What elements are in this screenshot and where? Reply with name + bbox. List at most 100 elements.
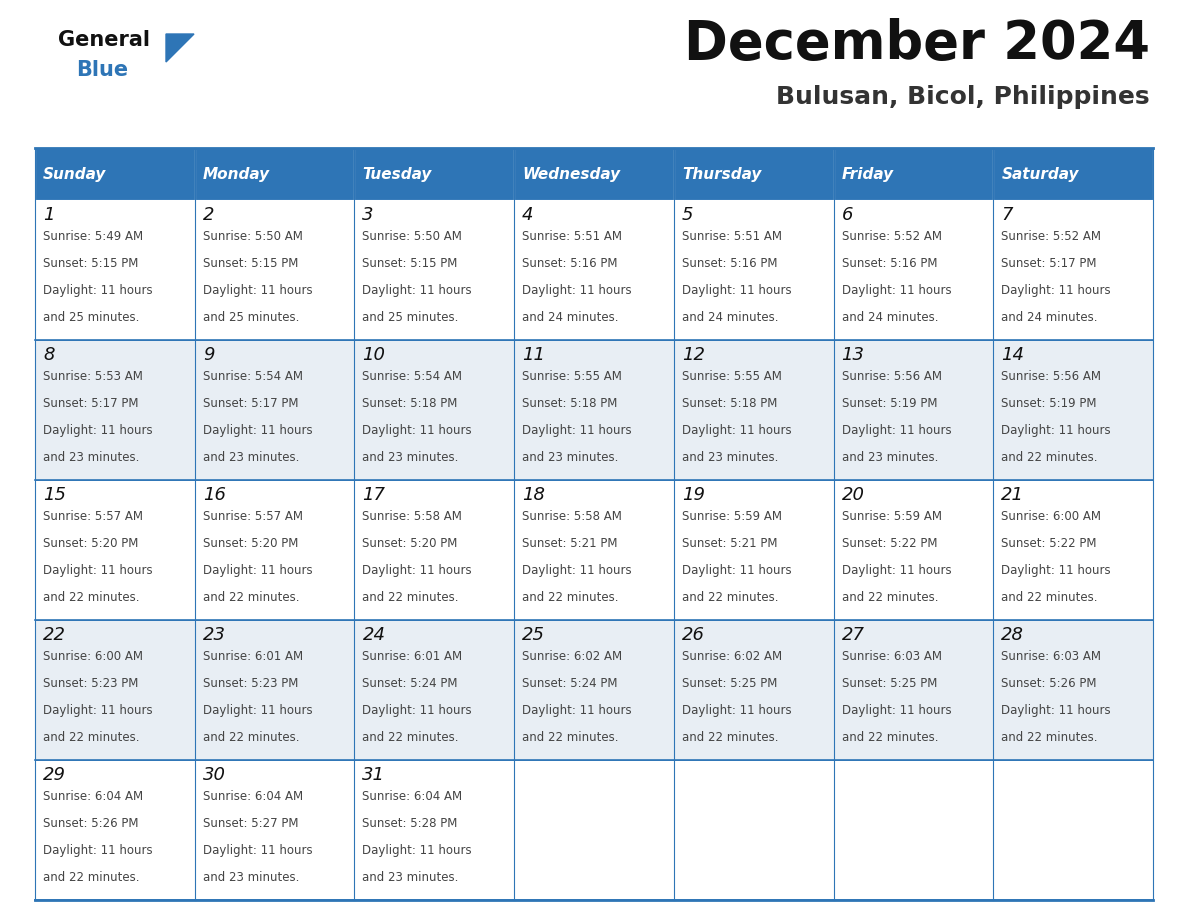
Text: Daylight: 11 hours: Daylight: 11 hours	[841, 285, 952, 297]
Text: 4: 4	[523, 206, 533, 224]
Bar	[993, 760, 1154, 900]
Text: Daylight: 11 hours: Daylight: 11 hours	[682, 424, 791, 437]
Text: and 22 minutes.: and 22 minutes.	[1001, 591, 1098, 604]
Bar	[674, 148, 834, 200]
Text: Daylight: 11 hours: Daylight: 11 hours	[523, 424, 632, 437]
Text: Sunset: 5:21 PM: Sunset: 5:21 PM	[523, 537, 618, 550]
Text: Daylight: 11 hours: Daylight: 11 hours	[523, 565, 632, 577]
Text: and 22 minutes.: and 22 minutes.	[682, 732, 778, 744]
Text: Daylight: 11 hours: Daylight: 11 hours	[1001, 424, 1111, 437]
Text: 6: 6	[841, 206, 853, 224]
Bar	[354, 148, 514, 200]
Text: Sunrise: 5:58 AM: Sunrise: 5:58 AM	[523, 510, 623, 523]
Text: 3: 3	[362, 206, 374, 224]
Text: Tuesday: Tuesday	[362, 166, 431, 182]
Text: and 22 minutes.: and 22 minutes.	[43, 871, 139, 884]
Text: Daylight: 11 hours: Daylight: 11 hours	[43, 285, 152, 297]
Bar	[34, 200, 195, 340]
Text: Monday: Monday	[203, 166, 270, 182]
Text: Sunset: 5:16 PM: Sunset: 5:16 PM	[523, 257, 618, 270]
Text: 14: 14	[1001, 346, 1024, 364]
Text: and 22 minutes.: and 22 minutes.	[362, 732, 459, 744]
Text: and 25 minutes.: and 25 minutes.	[43, 311, 139, 324]
Bar	[195, 760, 354, 900]
Bar	[993, 480, 1154, 620]
Text: Sunrise: 5:52 AM: Sunrise: 5:52 AM	[1001, 230, 1101, 243]
Bar	[514, 200, 674, 340]
Text: Daylight: 11 hours: Daylight: 11 hours	[841, 424, 952, 437]
Bar	[674, 620, 834, 760]
Text: 2: 2	[203, 206, 214, 224]
Text: Daylight: 11 hours: Daylight: 11 hours	[1001, 704, 1111, 717]
Text: Daylight: 11 hours: Daylight: 11 hours	[43, 704, 152, 717]
Bar	[34, 340, 195, 480]
Bar	[195, 200, 354, 340]
Text: Sunset: 5:15 PM: Sunset: 5:15 PM	[203, 257, 298, 270]
Text: Sunrise: 5:51 AM: Sunrise: 5:51 AM	[523, 230, 623, 243]
Text: and 22 minutes.: and 22 minutes.	[841, 732, 939, 744]
Text: Sunrise: 6:02 AM: Sunrise: 6:02 AM	[682, 650, 782, 663]
Text: Sunset: 5:16 PM: Sunset: 5:16 PM	[841, 257, 937, 270]
Text: Daylight: 11 hours: Daylight: 11 hours	[203, 565, 312, 577]
Text: Sunset: 5:18 PM: Sunset: 5:18 PM	[523, 397, 618, 410]
Text: Bulusan, Bicol, Philippines: Bulusan, Bicol, Philippines	[777, 85, 1150, 109]
Bar	[993, 340, 1154, 480]
Text: Sunrise: 5:55 AM: Sunrise: 5:55 AM	[682, 370, 782, 383]
Text: 22: 22	[43, 626, 67, 644]
Text: and 23 minutes.: and 23 minutes.	[203, 871, 299, 884]
Text: Wednesday: Wednesday	[523, 166, 620, 182]
Text: Sunrise: 5:59 AM: Sunrise: 5:59 AM	[682, 510, 782, 523]
Bar	[514, 620, 674, 760]
Text: Sunset: 5:23 PM: Sunset: 5:23 PM	[203, 677, 298, 690]
Text: 21: 21	[1001, 486, 1024, 504]
Text: Sunrise: 5:57 AM: Sunrise: 5:57 AM	[203, 510, 303, 523]
Text: Daylight: 11 hours: Daylight: 11 hours	[1001, 285, 1111, 297]
Text: Sunset: 5:19 PM: Sunset: 5:19 PM	[1001, 397, 1097, 410]
Text: and 22 minutes.: and 22 minutes.	[1001, 452, 1098, 465]
Text: Blue: Blue	[76, 60, 128, 80]
Text: Daylight: 11 hours: Daylight: 11 hours	[362, 565, 472, 577]
Text: and 23 minutes.: and 23 minutes.	[43, 452, 139, 465]
Text: General: General	[58, 30, 150, 50]
Bar	[834, 148, 993, 200]
Bar	[993, 200, 1154, 340]
Bar	[834, 480, 993, 620]
Text: 20: 20	[841, 486, 865, 504]
Text: Sunset: 5:17 PM: Sunset: 5:17 PM	[43, 397, 139, 410]
Text: Sunrise: 6:00 AM: Sunrise: 6:00 AM	[1001, 510, 1101, 523]
Text: Sunrise: 5:58 AM: Sunrise: 5:58 AM	[362, 510, 462, 523]
Text: Sunset: 5:17 PM: Sunset: 5:17 PM	[203, 397, 298, 410]
Text: Sunset: 5:20 PM: Sunset: 5:20 PM	[43, 537, 138, 550]
Text: Sunrise: 5:49 AM: Sunrise: 5:49 AM	[43, 230, 143, 243]
Text: Saturday: Saturday	[1001, 166, 1079, 182]
Text: Sunrise: 5:57 AM: Sunrise: 5:57 AM	[43, 510, 143, 523]
Text: Sunrise: 6:04 AM: Sunrise: 6:04 AM	[43, 790, 143, 803]
Text: Daylight: 11 hours: Daylight: 11 hours	[362, 285, 472, 297]
Text: Daylight: 11 hours: Daylight: 11 hours	[682, 285, 791, 297]
Bar	[354, 760, 514, 900]
Text: 19: 19	[682, 486, 704, 504]
Text: Sunrise: 6:03 AM: Sunrise: 6:03 AM	[1001, 650, 1101, 663]
Text: Sunrise: 5:50 AM: Sunrise: 5:50 AM	[362, 230, 462, 243]
Text: Daylight: 11 hours: Daylight: 11 hours	[203, 424, 312, 437]
Text: and 22 minutes.: and 22 minutes.	[682, 591, 778, 604]
Text: Daylight: 11 hours: Daylight: 11 hours	[841, 704, 952, 717]
Text: Sunset: 5:25 PM: Sunset: 5:25 PM	[682, 677, 777, 690]
Text: and 22 minutes.: and 22 minutes.	[523, 732, 619, 744]
Text: and 23 minutes.: and 23 minutes.	[362, 452, 459, 465]
Text: December 2024: December 2024	[684, 18, 1150, 70]
Text: Sunrise: 6:03 AM: Sunrise: 6:03 AM	[841, 650, 942, 663]
Bar	[834, 200, 993, 340]
Text: and 22 minutes.: and 22 minutes.	[43, 591, 139, 604]
Bar	[674, 340, 834, 480]
Bar	[195, 340, 354, 480]
Text: Sunrise: 5:56 AM: Sunrise: 5:56 AM	[841, 370, 942, 383]
Text: Sunset: 5:26 PM: Sunset: 5:26 PM	[1001, 677, 1097, 690]
Bar	[34, 480, 195, 620]
Text: 5: 5	[682, 206, 694, 224]
Text: 31: 31	[362, 766, 385, 784]
Text: Sunrise: 5:56 AM: Sunrise: 5:56 AM	[1001, 370, 1101, 383]
Text: Sunset: 5:24 PM: Sunset: 5:24 PM	[362, 677, 457, 690]
Bar	[834, 340, 993, 480]
Text: and 22 minutes.: and 22 minutes.	[203, 591, 299, 604]
